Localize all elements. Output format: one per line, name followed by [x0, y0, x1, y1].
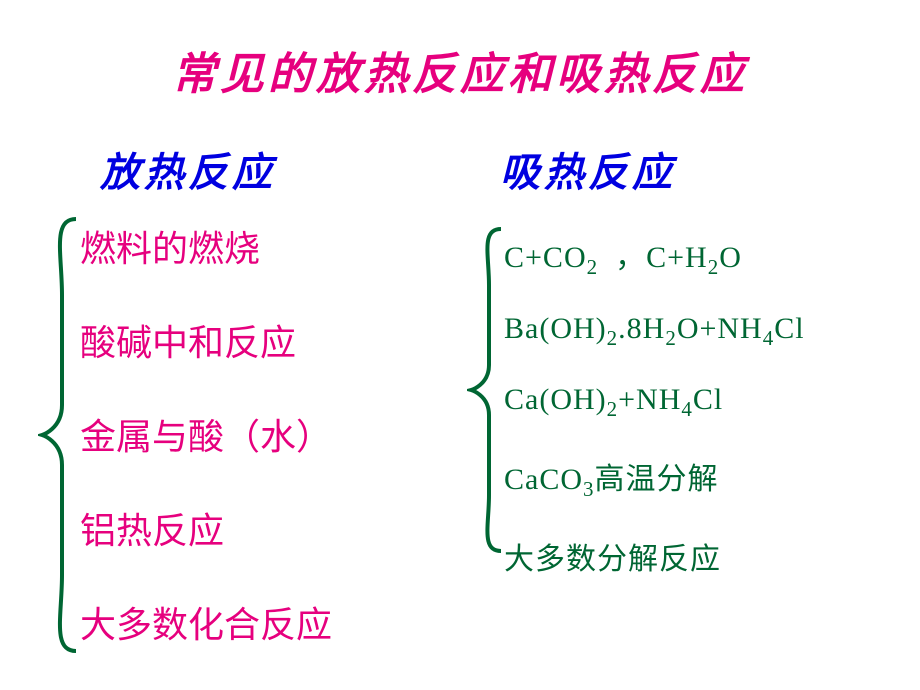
list-item: CaCO3高温分解: [504, 454, 805, 502]
list-item: C+CO2 ，C+H2O: [504, 232, 805, 280]
list-item: 大多数化合反应: [80, 596, 332, 648]
endothermic-list: C+CO2 ，C+H2O Ba(OH)2.8H2O+NH4Cl Ca(OH)2+…: [504, 232, 805, 578]
list-item: 铝热反应: [80, 502, 332, 554]
subtitle-exothermic: 放热反应: [100, 140, 276, 198]
list-item: 酸碱中和反应: [80, 314, 332, 366]
page-title: 常见的放热反应和吸热反应: [0, 38, 920, 102]
subtitle-endothermic: 吸热反应: [500, 140, 676, 198]
list-item: 燃料的燃烧: [80, 220, 332, 272]
list-item: Ba(OH)2.8H2O+NH4Cl: [504, 312, 805, 351]
brace-left-icon: [38, 215, 78, 655]
list-item: 大多数分解反应: [504, 534, 805, 578]
exothermic-list: 燃料的燃烧 酸碱中和反应 金属与酸（水） 铝热反应 大多数化合反应: [80, 220, 332, 648]
brace-right-icon: [467, 225, 503, 555]
list-item: 金属与酸（水）: [80, 408, 332, 460]
list-item: Ca(OH)2+NH4Cl: [504, 383, 805, 422]
